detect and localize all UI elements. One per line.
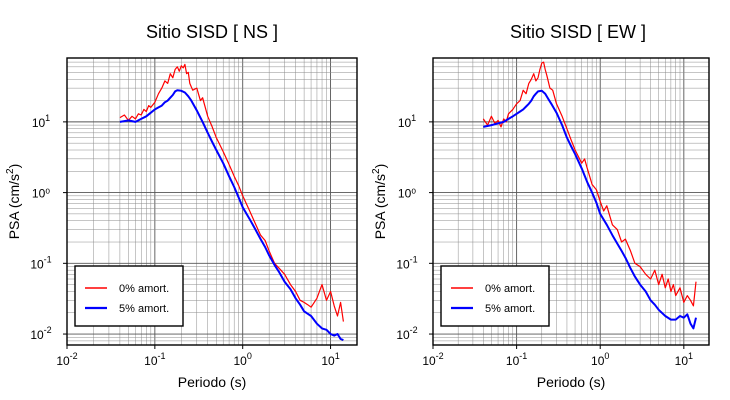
x-tick-label: 100 bbox=[234, 351, 252, 368]
legend: 0% amort. 5% amort. bbox=[440, 265, 550, 327]
y-tick-label: 101 bbox=[398, 113, 416, 130]
x-tick-label: 101 bbox=[675, 351, 693, 368]
legend-label: 5% amort. bbox=[485, 303, 535, 315]
grid bbox=[66, 57, 358, 346]
legend-label: 0% amort. bbox=[485, 283, 535, 295]
series-line-0pct bbox=[119, 63, 344, 322]
y-tick-label: 10-1 bbox=[30, 254, 51, 271]
y-tick-label: 10⁰ bbox=[398, 187, 416, 201]
series-line-0pct bbox=[482, 61, 697, 307]
y-tick-label: 10-2 bbox=[30, 325, 51, 342]
x-axis-label: Periodo (s) bbox=[537, 374, 605, 390]
y-tick-label: 10-1 bbox=[396, 254, 417, 271]
series-line-5pct bbox=[119, 89, 344, 342]
x-axis-label: Periodo (s) bbox=[178, 374, 246, 390]
chart-panel-ew: Sitio SISD [ EW ] 10-2 10-1 100 101 10-2 10-1 1… bbox=[371, 22, 710, 390]
chart-title: Sitio SISD [ NS ] bbox=[146, 22, 278, 42]
legend-label: 0% amort. bbox=[119, 283, 169, 295]
y-tick-label: 101 bbox=[32, 113, 50, 130]
x-tick-label: 100 bbox=[591, 351, 609, 368]
y-axis-label: PSA (cm/s2) bbox=[371, 164, 388, 240]
x-tick-label: 10-1 bbox=[506, 351, 527, 368]
x-tick-label: 10-2 bbox=[56, 351, 77, 368]
legend-box bbox=[440, 265, 550, 327]
legend-label: 5% amort. bbox=[119, 303, 169, 315]
legend-box bbox=[74, 265, 184, 327]
y-tick-label: 10⁰ bbox=[32, 187, 50, 201]
y-tick-label: 10-2 bbox=[396, 325, 417, 342]
legend: 0% amort. 5% amort. bbox=[74, 265, 184, 327]
plot-frame bbox=[66, 57, 358, 346]
x-tick-label: 10-1 bbox=[144, 351, 165, 368]
plot-frame bbox=[432, 57, 710, 346]
series-line-5pct bbox=[483, 89, 697, 330]
x-tick-label: 101 bbox=[321, 351, 339, 368]
chart-panel-ns: Sitio SISD [ NS ] 10-2 10-1 100 101 10-2 10-1 1… bbox=[5, 22, 358, 390]
y-axis-label: PSA (cm/s2) bbox=[5, 164, 22, 240]
chart-title: Sitio SISD [ EW ] bbox=[510, 22, 646, 42]
x-tick-label: 10-2 bbox=[422, 351, 443, 368]
